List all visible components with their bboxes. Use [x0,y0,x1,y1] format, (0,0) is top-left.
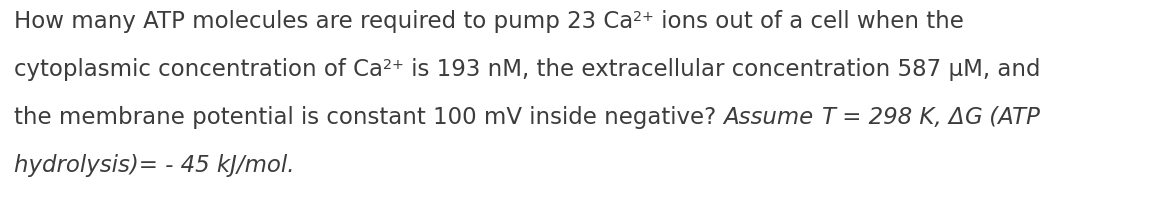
Text: = 298 K, Δ: = 298 K, Δ [834,106,965,129]
Text: cytoplasmic concentration of Ca: cytoplasmic concentration of Ca [14,58,383,81]
Text: (ATP: (ATP [982,106,1041,129]
Text: 2+: 2+ [633,10,654,24]
Text: hydrolysis)= - 45 kJ/mol.: hydrolysis)= - 45 kJ/mol. [14,154,295,177]
Text: is 193 nM, the extracellular concentration 587 μM, and: is 193 nM, the extracellular concentrati… [404,58,1041,81]
Text: G: G [965,106,982,129]
Text: Assume: Assume [724,106,821,129]
Text: 2+: 2+ [383,58,404,72]
Text: How many ATP molecules are required to pump 23 Ca: How many ATP molecules are required to p… [14,10,633,33]
Text: the membrane potential is constant 100 mV inside negative?: the membrane potential is constant 100 m… [14,106,724,129]
Text: T: T [821,106,834,129]
Text: ions out of a cell when the: ions out of a cell when the [654,10,965,33]
